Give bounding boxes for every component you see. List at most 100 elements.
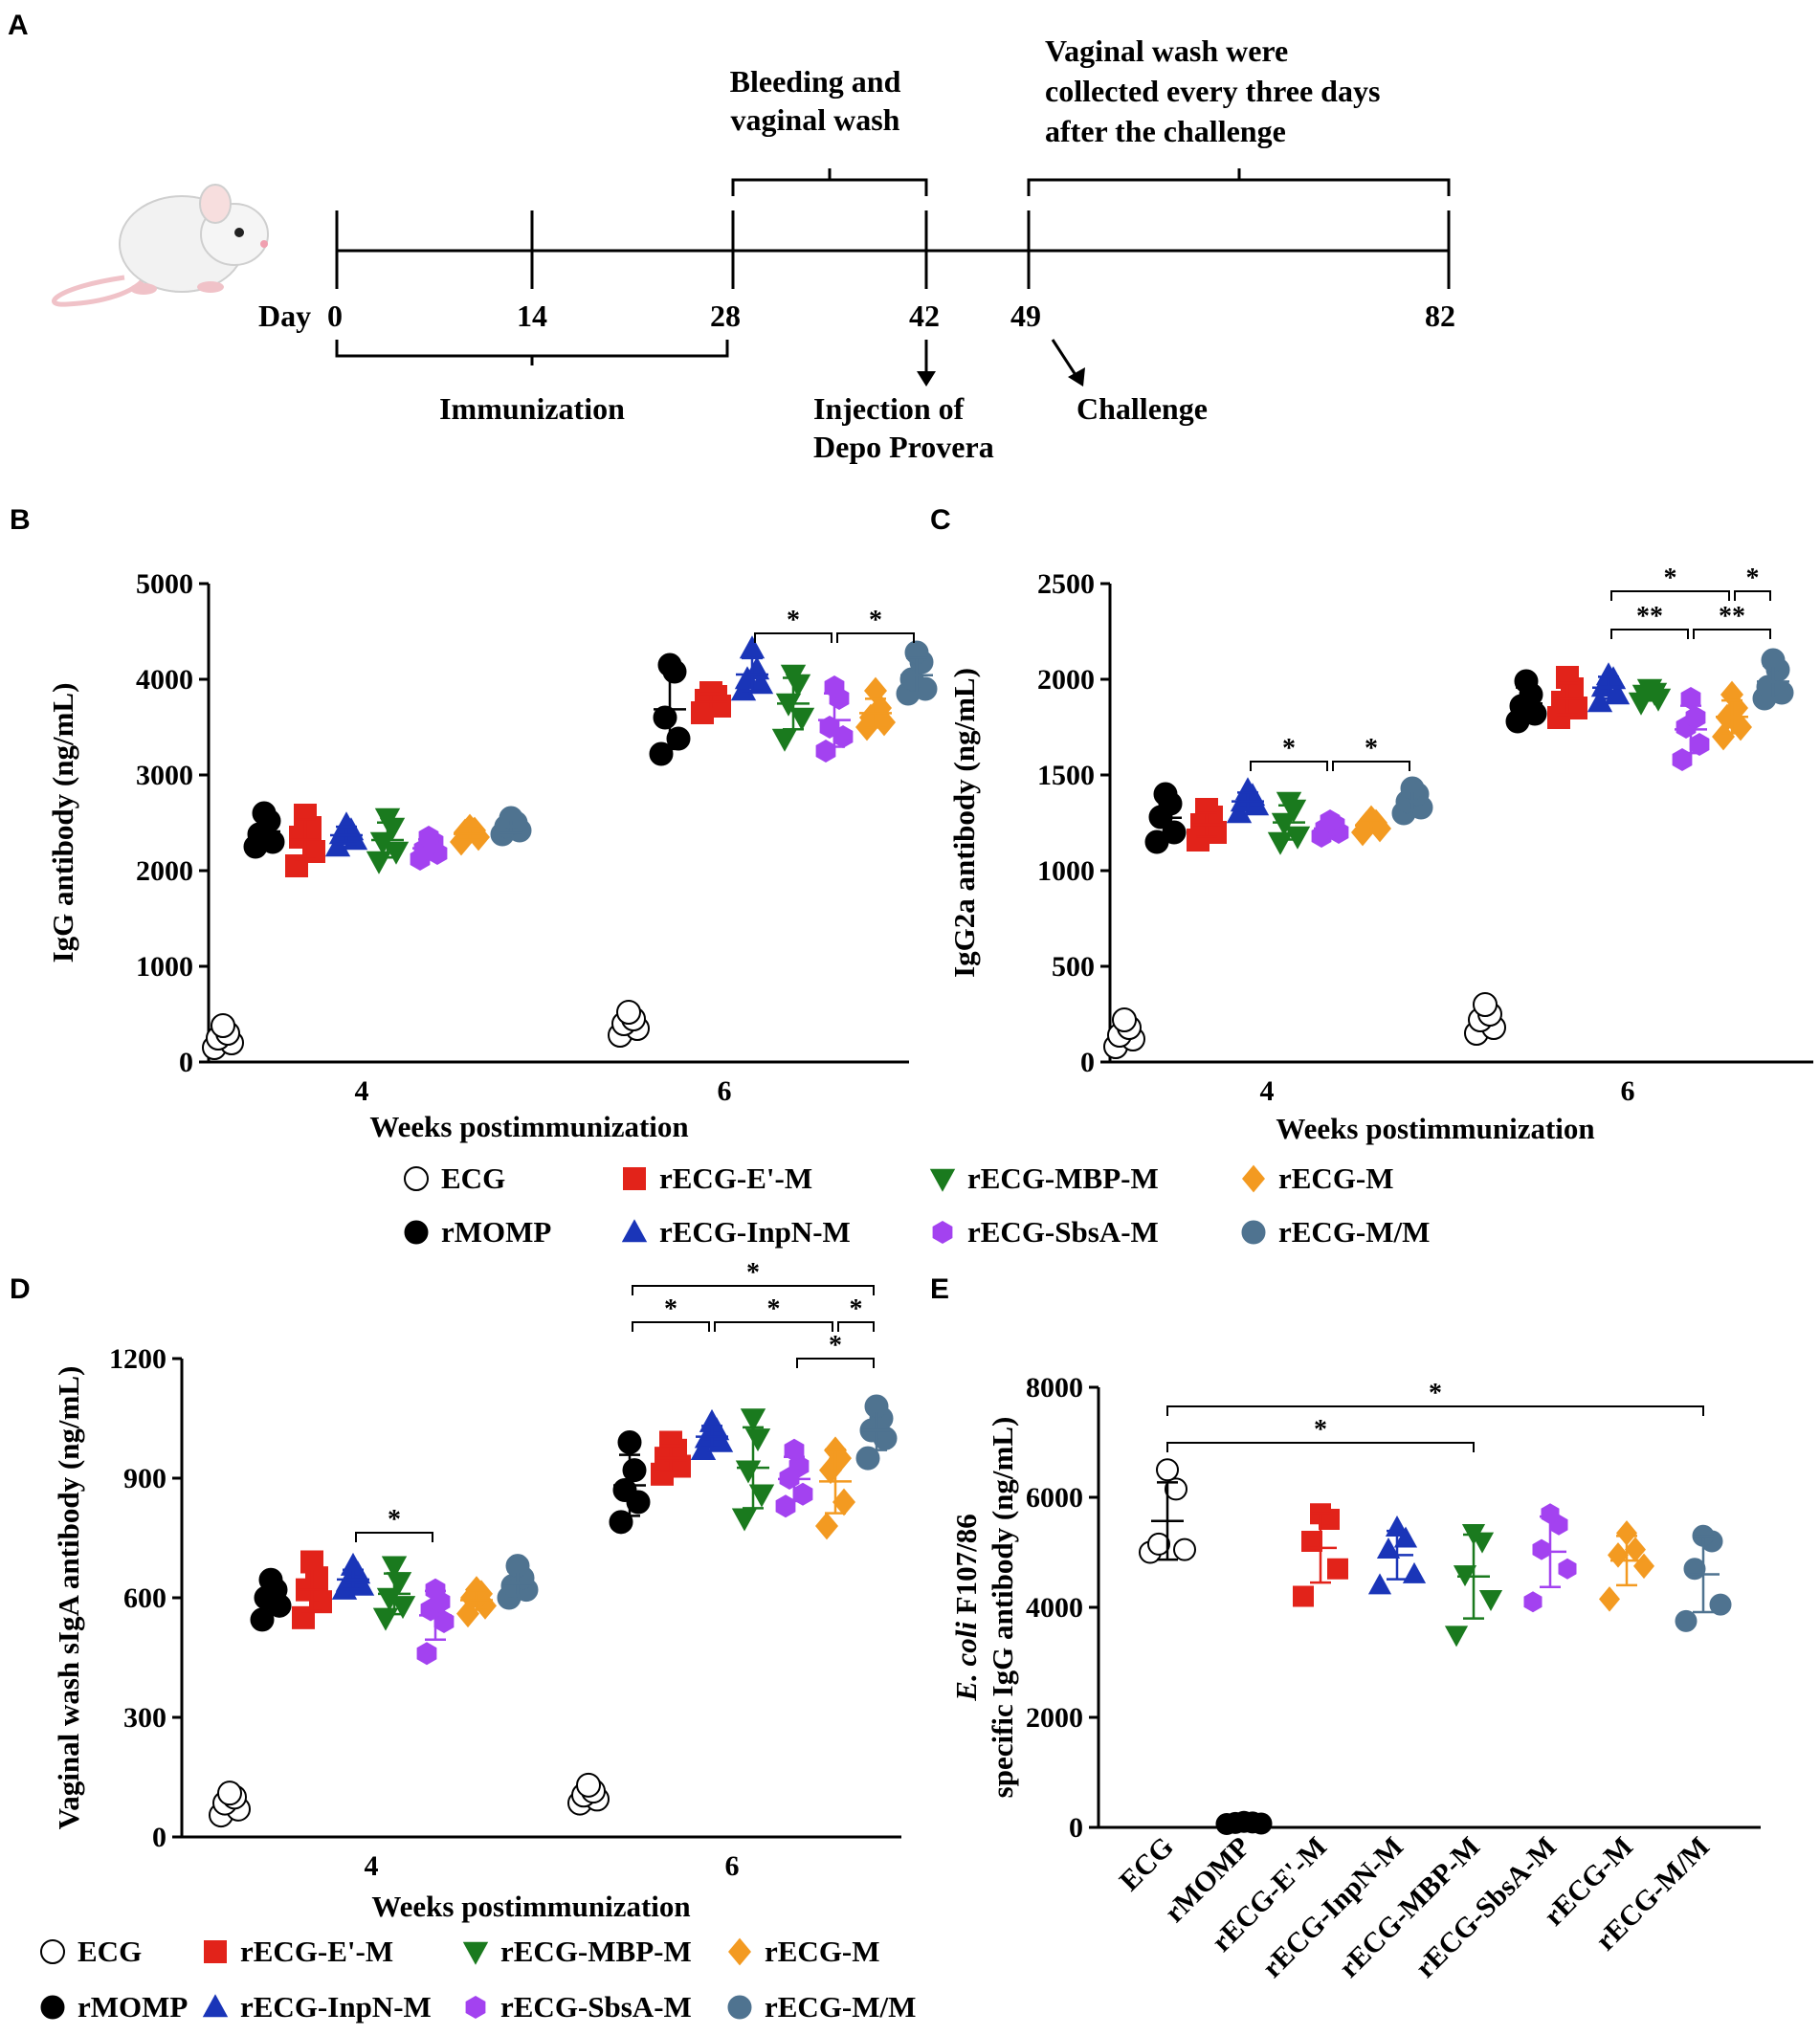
chart-e-specific-igg: 0 2000 4000 6000 8000 ECGrMOMPrECG-E'-MrECG-…	[949, 1372, 1761, 1984]
significance-bracket	[355, 1532, 433, 1542]
data-point	[744, 1428, 771, 1452]
significance-bracket	[754, 632, 832, 643]
significance-bracket	[632, 1321, 710, 1332]
significance-label: *	[829, 1331, 842, 1360]
significance-label: *	[388, 1505, 401, 1535]
legend-label: rECG-M/M	[1278, 1215, 1430, 1249]
data-point	[1367, 1573, 1392, 1595]
legend-label: ECG	[441, 1161, 505, 1195]
data-point	[1709, 1593, 1732, 1616]
data-point	[474, 1591, 497, 1620]
data-point	[386, 1572, 412, 1596]
mouse-eye	[234, 228, 244, 237]
data-points	[202, 635, 938, 1060]
significance-brackets: **	[754, 606, 915, 643]
legend-marker	[202, 1994, 229, 2018]
day-tick-label: 0	[327, 299, 343, 333]
data-points	[1139, 1458, 1732, 1836]
legend-label: rECG-E'-M	[659, 1161, 812, 1195]
legend-label: ECG	[78, 1935, 142, 1968]
y-tick-label: 1000	[136, 951, 193, 983]
data-points	[1103, 648, 1794, 1059]
injection-label-line2: Depo Provera	[813, 430, 994, 464]
legend-marker	[929, 1168, 956, 1192]
day-tick-label: 42	[909, 299, 940, 333]
x-tick-label: 6	[1621, 1075, 1635, 1107]
data-point	[369, 831, 396, 855]
legend-marker	[40, 1995, 65, 2020]
data-point	[1625, 1537, 1646, 1562]
legend-marker	[728, 1937, 751, 1966]
y-tick-label: 900	[123, 1463, 166, 1494]
data-point	[576, 1772, 601, 1798]
data-point	[731, 1508, 758, 1532]
data-point	[1558, 1558, 1577, 1580]
challenge-label: Challenge	[1076, 391, 1208, 426]
legend-marker	[727, 1995, 752, 2020]
data-point	[1478, 1590, 1503, 1612]
y-axis-label-line1: E. coli F107/86	[949, 1514, 983, 1701]
mouse-foot	[130, 283, 157, 295]
significance-bracket	[632, 1285, 875, 1295]
mouse-foot	[197, 281, 224, 293]
injection-label-line1: Injection of	[813, 391, 965, 426]
y-tick-label: 8000	[1026, 1372, 1083, 1404]
significance-bracket	[1332, 761, 1410, 771]
immunization-label: Immunization	[439, 391, 625, 426]
data-point	[1320, 809, 1341, 832]
significance-label: *	[1282, 734, 1296, 763]
significance-bracket	[1610, 590, 1730, 601]
legend-label: rECG-M/M	[765, 1990, 916, 2024]
significance-bracket	[1250, 761, 1328, 771]
legend-marker	[404, 1220, 429, 1245]
data-point	[1680, 687, 1701, 710]
significance-label: *	[1746, 564, 1760, 593]
data-point	[1444, 1626, 1469, 1648]
panel-label-e: E	[930, 1273, 949, 1305]
legend-marker	[465, 1996, 486, 2019]
data-point	[1616, 1520, 1637, 1546]
legend-marker	[621, 1219, 648, 1243]
significance-bracket	[1693, 629, 1771, 639]
data-point	[1271, 812, 1298, 836]
x-axis-label: Weeks postimmunization	[1276, 1112, 1594, 1145]
data-point	[855, 1446, 880, 1471]
data-point	[1675, 1609, 1698, 1632]
data-point	[735, 1460, 762, 1484]
y-tick-label: 2000	[136, 855, 193, 887]
legend-d: ECG rECG-E'-M rECG-MBP-M rECG-M rMOMP rECG-In…	[40, 1935, 916, 2024]
x-tick-label: 4	[1260, 1075, 1275, 1107]
data-point	[333, 811, 360, 835]
y-tick-label: 0	[1069, 1812, 1083, 1844]
data-point	[1683, 1558, 1706, 1581]
legend-label: rECG-M	[765, 1935, 880, 1968]
data-point	[775, 1494, 796, 1518]
data-point	[1156, 1458, 1179, 1482]
data-point	[1267, 831, 1294, 855]
y-tick-label: 5000	[136, 568, 193, 600]
significance-label: *	[869, 606, 882, 635]
y-tick-label: 6000	[1026, 1482, 1083, 1514]
mouse-tail	[52, 275, 145, 307]
data-point	[374, 807, 401, 831]
legend-label: rECG-InpN-M	[659, 1215, 851, 1249]
data-point	[1293, 1585, 1314, 1607]
data-point	[1608, 1542, 1629, 1568]
y-tick-label: 4000	[1026, 1592, 1083, 1624]
y-tick-label: 0	[152, 1822, 166, 1853]
data-point	[780, 664, 807, 688]
significance-brackets: * *** *** *	[1250, 564, 1771, 771]
panel-label-a: A	[8, 10, 29, 41]
data-point	[815, 740, 836, 763]
data-point	[622, 1458, 647, 1483]
challenge-arrow	[1051, 339, 1079, 379]
data-point	[1532, 1538, 1551, 1560]
x-tick-label: 4	[365, 1850, 379, 1882]
y-tick-label: 4000	[136, 664, 193, 696]
x-axis-label: Weeks postimmunization	[369, 1110, 688, 1143]
data-point	[1402, 1561, 1427, 1583]
